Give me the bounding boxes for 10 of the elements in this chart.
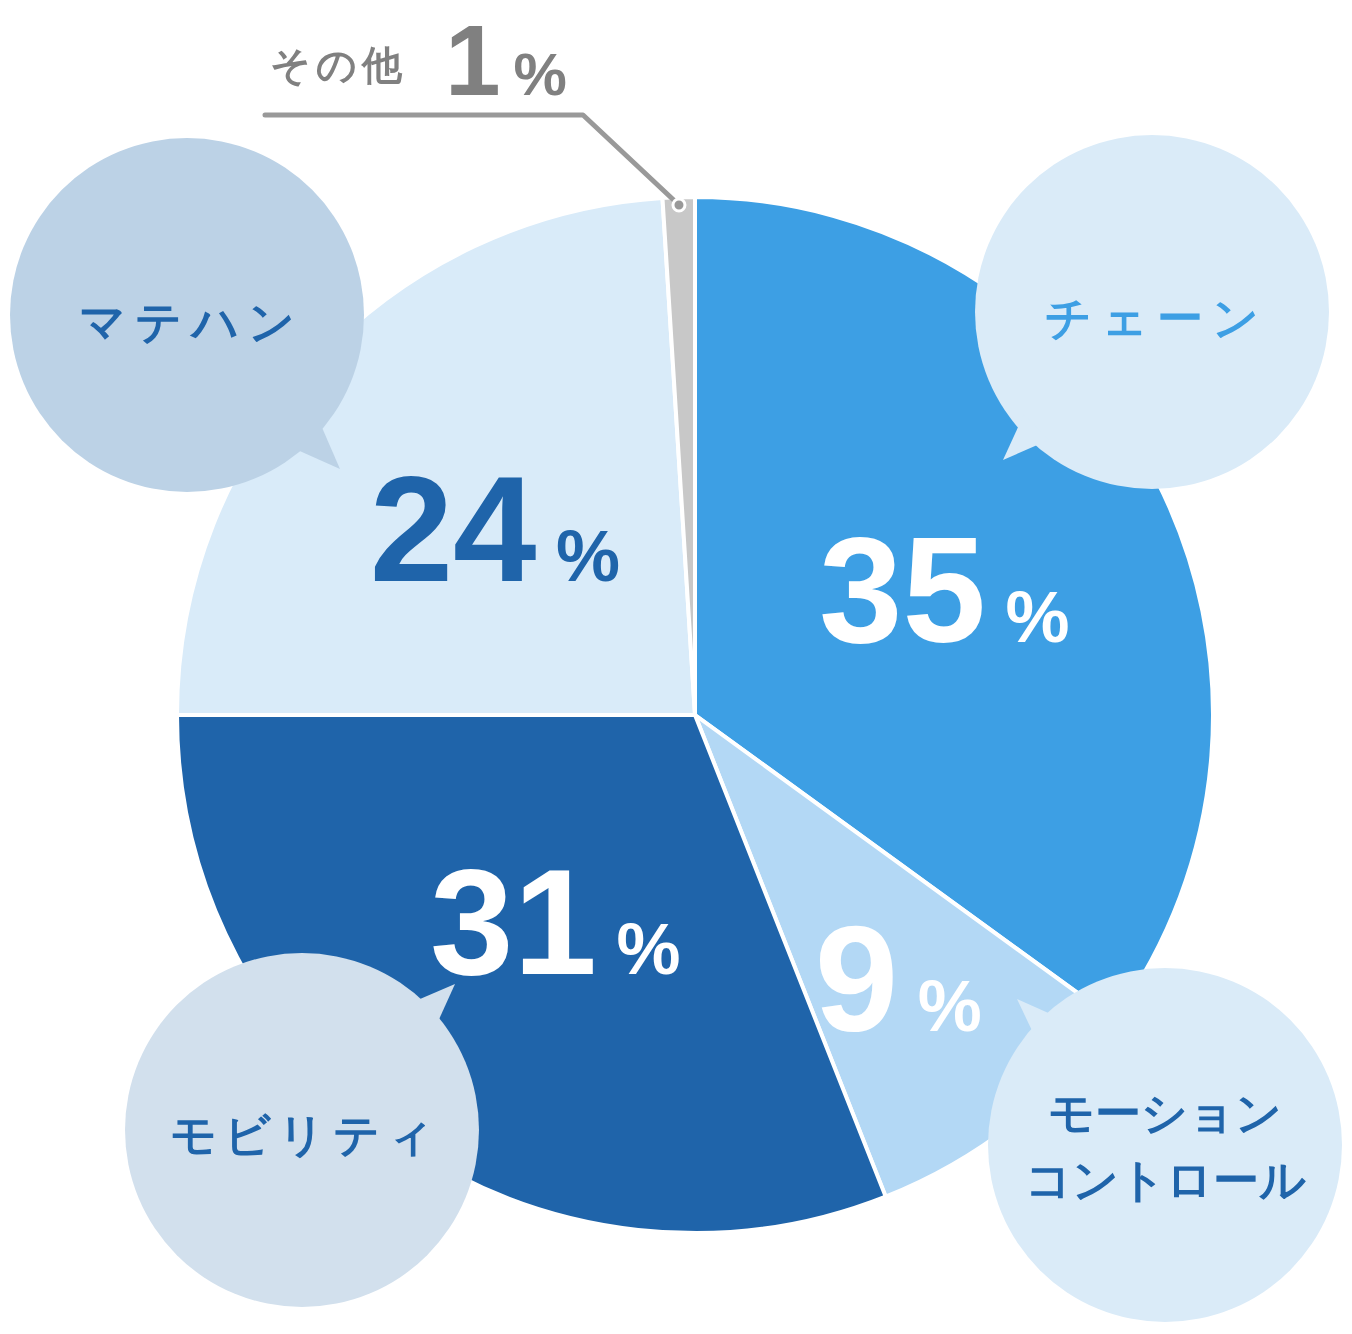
- slice-label: モビリティ: [169, 1106, 442, 1164]
- data-label: 31%: [430, 838, 681, 1007]
- slice-label: マテハン: [79, 293, 304, 351]
- slice-label: モーションコントロール: [1024, 1085, 1306, 1209]
- data-label: 35%: [819, 505, 1070, 674]
- slice-label: その他: [270, 41, 407, 90]
- data-label: 24%: [369, 444, 621, 613]
- slice-label: チェーン: [1044, 289, 1269, 347]
- data-label: 1%: [445, 4, 567, 116]
- data-label: 9%: [814, 894, 982, 1063]
